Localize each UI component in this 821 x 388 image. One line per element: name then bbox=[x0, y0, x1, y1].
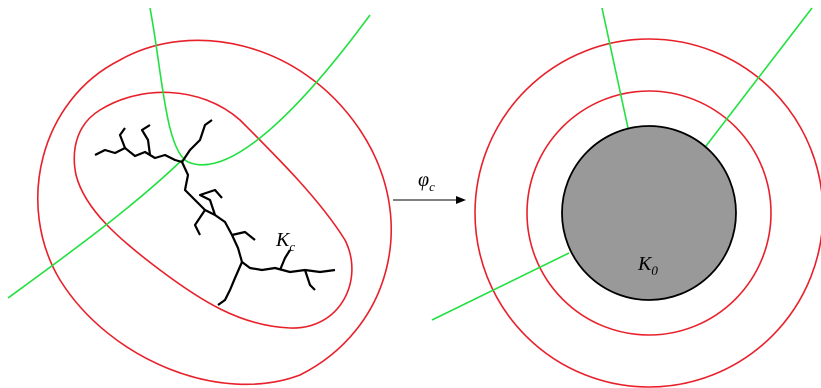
external-ray bbox=[8, 160, 182, 298]
label-main: φ bbox=[418, 169, 429, 191]
label-sub: c bbox=[429, 179, 435, 194]
radial-ray bbox=[602, 8, 628, 128]
label-sub: c bbox=[289, 239, 295, 254]
julia-label: Kc bbox=[275, 229, 295, 254]
julia-set bbox=[95, 120, 335, 305]
radial-ray bbox=[706, 8, 812, 146]
label-sub: 0 bbox=[651, 263, 658, 278]
arrow-head bbox=[456, 196, 466, 204]
radial-ray bbox=[432, 253, 569, 320]
map-label: φc bbox=[418, 169, 435, 194]
external-ray bbox=[150, 8, 370, 165]
diagram: Kc φc K0 bbox=[0, 0, 821, 388]
